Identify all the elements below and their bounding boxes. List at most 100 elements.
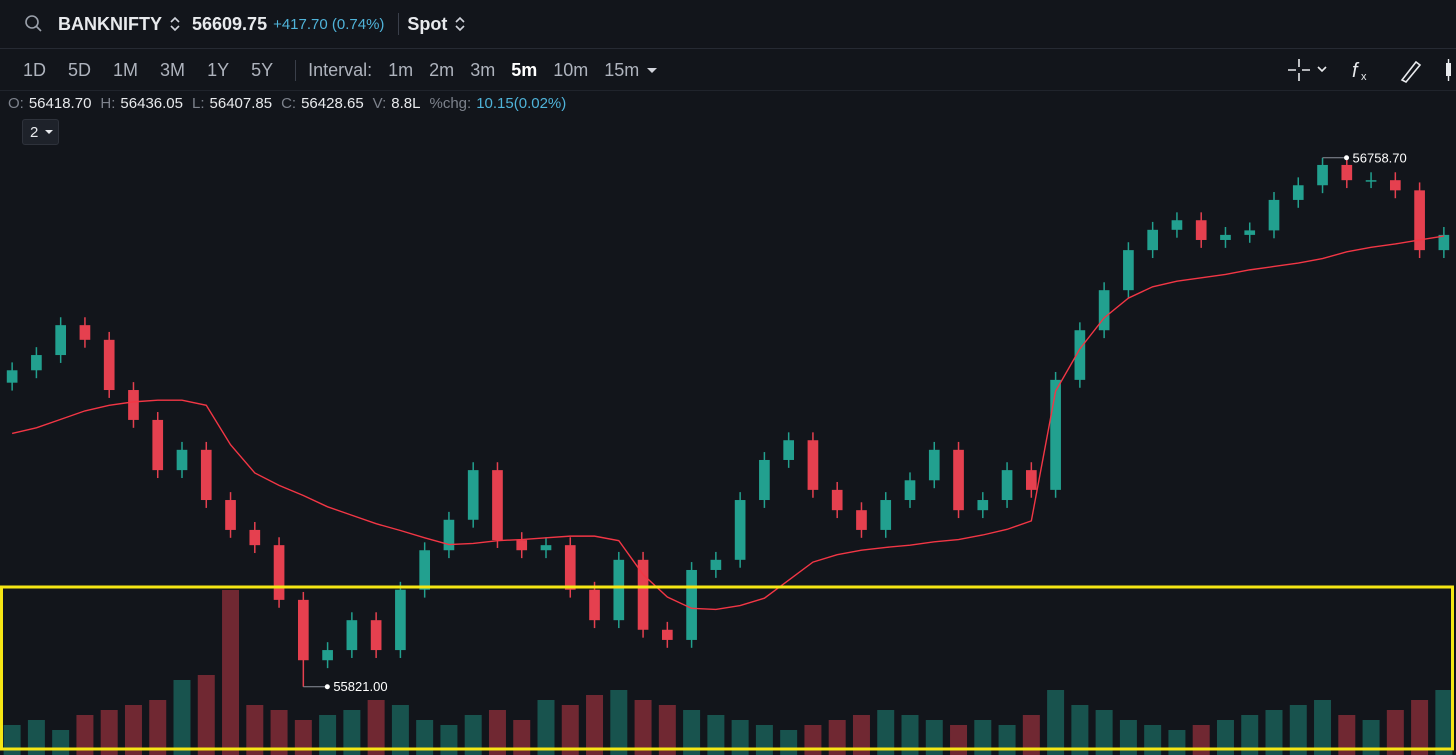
interval-label: Interval: xyxy=(295,59,372,81)
volume-bar xyxy=(27,720,45,755)
range-button[interactable]: 3M xyxy=(160,59,186,80)
draw-icon[interactable] xyxy=(1400,60,1422,84)
volume-bar xyxy=(1071,705,1089,755)
volume-bar xyxy=(173,680,191,755)
caret xyxy=(45,130,54,134)
volume-bar xyxy=(634,700,652,755)
low-marker-dot xyxy=(324,684,330,690)
volume-bar xyxy=(1047,690,1065,755)
volume-bar xyxy=(1362,720,1380,755)
candle-body xyxy=(395,589,406,651)
search-icon[interactable] xyxy=(24,14,44,34)
candle-body xyxy=(1292,185,1304,200)
candle-body xyxy=(79,325,91,340)
candle-body xyxy=(1147,229,1159,251)
candle-body xyxy=(710,559,722,570)
candle-body xyxy=(31,355,42,371)
candle-body xyxy=(637,559,649,630)
range-button[interactable]: 5D xyxy=(68,59,92,80)
range-button[interactable]: 5Y xyxy=(251,59,274,80)
volume-bar xyxy=(391,705,409,755)
candle-body xyxy=(176,449,188,471)
volume-bar xyxy=(270,710,288,755)
volume-bar xyxy=(76,715,94,755)
candle-body xyxy=(1050,379,1061,490)
c-value: 56428.65 xyxy=(301,95,364,112)
price-change: +417.70 (0.74%) xyxy=(273,15,385,33)
candle-body xyxy=(540,545,552,551)
ema-line xyxy=(11,235,1444,611)
l-label: L: xyxy=(192,95,205,112)
interval-button[interactable]: 15m xyxy=(604,59,640,80)
pane-selector[interactable]: 2 xyxy=(22,119,59,145)
volume-bar xyxy=(319,715,337,755)
candle-body xyxy=(297,599,309,661)
volume-bar xyxy=(877,710,895,755)
mode-toggle[interactable] xyxy=(453,15,467,33)
volume-bar xyxy=(246,705,264,755)
candle-body xyxy=(613,559,625,621)
volume-bar xyxy=(1338,715,1356,755)
volume-bar xyxy=(828,720,846,755)
volume-bar xyxy=(731,720,749,755)
chg-value: 10.15(0.02%) xyxy=(476,95,567,112)
symbol-toggle[interactable] xyxy=(168,15,182,33)
interval-button[interactable]: 5m xyxy=(511,59,538,80)
volume-bar xyxy=(1435,690,1453,755)
candle-body xyxy=(1001,470,1013,501)
c-label: C: xyxy=(281,95,297,112)
o-label: O: xyxy=(8,95,24,112)
candle-body xyxy=(1268,199,1280,231)
candle-body xyxy=(516,540,528,551)
candle-body xyxy=(661,629,673,640)
volume-bar xyxy=(367,700,385,755)
candle-body xyxy=(103,339,115,391)
candle-body xyxy=(1220,234,1231,240)
volume-bar xyxy=(852,715,870,755)
candle-body xyxy=(1414,190,1425,251)
volume-bar xyxy=(343,710,361,755)
range-button[interactable]: 1M xyxy=(113,59,139,80)
chart-type-icon[interactable] xyxy=(1446,59,1451,81)
volume-bar xyxy=(294,720,312,755)
mode[interactable]: Spot xyxy=(407,13,448,34)
candle-body xyxy=(249,529,261,546)
range-button[interactable]: 1D xyxy=(23,59,47,80)
v-value: 8.8L xyxy=(391,95,421,112)
candle-body xyxy=(346,620,358,651)
volume-bar xyxy=(780,730,798,755)
crosshair-icon[interactable] xyxy=(1288,59,1327,81)
volume-bar xyxy=(513,720,531,755)
low-label: 55821.00 xyxy=(333,679,387,694)
candle-body xyxy=(831,489,843,511)
interval-button[interactable]: 2m xyxy=(429,59,455,80)
volume-bar xyxy=(1022,715,1040,755)
l-value: 56407.85 xyxy=(209,95,273,112)
candle-body xyxy=(807,440,819,490)
interval-button[interactable]: 3m xyxy=(470,59,496,80)
volume-bar xyxy=(683,710,701,755)
ohlc-legend: O: 56418.70 H: 56436.05 L: 56407.85 C: 56428… xyxy=(8,95,566,112)
indicator-icon[interactable]: f xyxy=(1352,60,1360,82)
candle-body xyxy=(1074,330,1086,380)
candle-body xyxy=(734,500,746,560)
candle-body xyxy=(200,449,212,501)
candle-body xyxy=(128,390,139,420)
candle-body xyxy=(6,370,18,383)
interval-more[interactable] xyxy=(645,65,659,75)
candle-body xyxy=(759,459,770,501)
interval-button[interactable]: 1m xyxy=(388,59,414,80)
interval-button[interactable]: 10m xyxy=(553,59,589,80)
volume-bar xyxy=(124,705,142,755)
volume-bar xyxy=(1386,710,1404,755)
range-button[interactable]: 1Y xyxy=(207,59,230,80)
symbol[interactable]: BANKNIFTY xyxy=(58,13,162,34)
candle-body xyxy=(1438,234,1450,251)
candle-body xyxy=(1389,180,1401,191)
volume-bar xyxy=(1168,730,1186,755)
volume-bar xyxy=(1265,710,1283,755)
candle-body xyxy=(1365,180,1377,182)
top-bar: BANKNIFTY 56609.75 +417.70 (0.74%) Spot xyxy=(0,0,1456,49)
